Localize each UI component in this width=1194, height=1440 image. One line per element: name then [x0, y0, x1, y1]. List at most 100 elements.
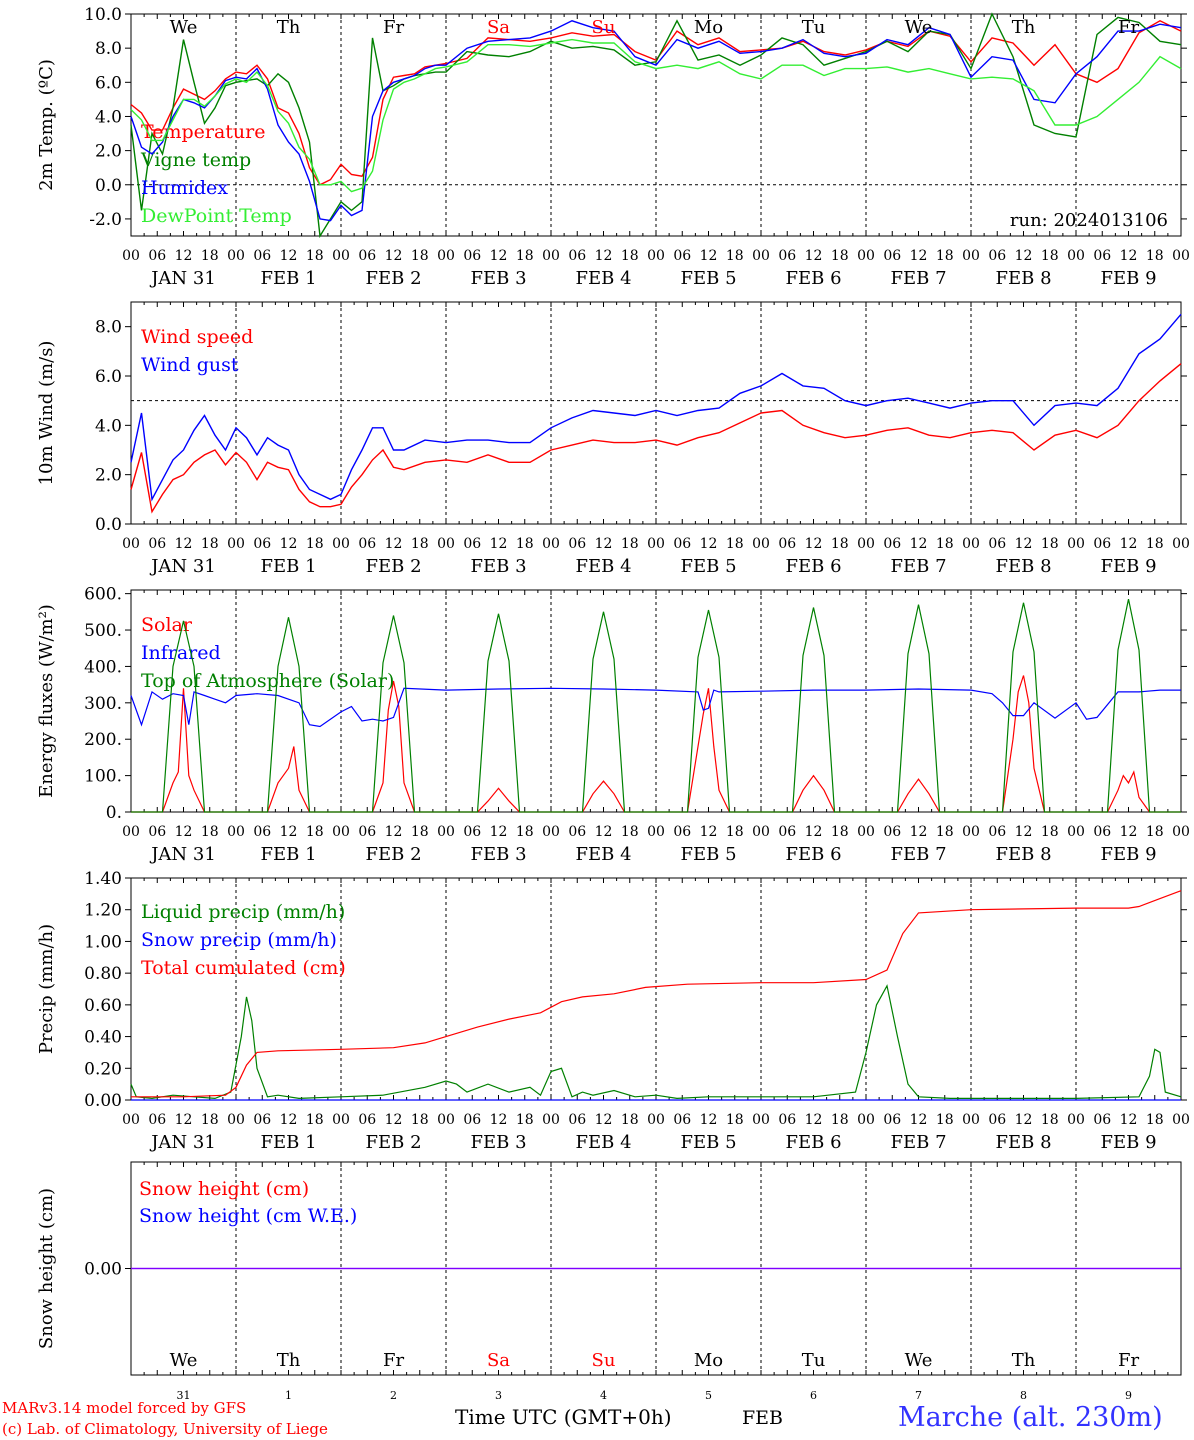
hour-tick-label: 18	[1041, 536, 1059, 552]
hour-tick-label: 12	[175, 248, 193, 264]
hour-tick-label: 06	[673, 248, 691, 264]
hour-tick-label: 12	[280, 824, 298, 840]
hour-tick-label: 18	[516, 248, 534, 264]
panel-2: 0.0 2.0 4.0 6.0 8.0 10m Wind (m/s) 00 06 12 18 JAN…	[36, 301, 1190, 577]
hour-tick-label: 18	[936, 248, 954, 264]
panels-group: -2.00.02.04.06.08.010.02m Temp. (ºC)00 06…	[36, 5, 1190, 1402]
hour-tick-label: 18	[936, 536, 954, 552]
weekday-label: We	[170, 1350, 198, 1371]
hour-tick-label: 18	[201, 824, 219, 840]
hour-tick-label: 06	[253, 248, 271, 264]
hour-tick-label: 00	[1172, 536, 1190, 552]
day-number-label: 1	[285, 1389, 292, 1402]
hour-tick-label: 12	[490, 536, 508, 552]
date-label: FEB 9	[1100, 1132, 1156, 1153]
hour-tick-label: 12	[385, 824, 403, 840]
hour-tick-label: 06	[463, 1112, 481, 1128]
hour-tick-label: 00	[962, 248, 980, 264]
hour-tick-label: 18	[1041, 248, 1059, 264]
y-axis-title: 10m Wind (m/s)	[36, 341, 57, 486]
hour-tick-label: 00	[227, 1112, 245, 1128]
date-label: FEB 4	[575, 844, 631, 865]
date-label: FEB 7	[890, 556, 946, 577]
series-line-1	[130, 363, 1182, 514]
hour-tick-label: 18	[201, 536, 219, 552]
series-line-1	[131, 675, 1181, 813]
series-line-2	[130, 313, 1182, 502]
date-label: JAN 31	[149, 1132, 216, 1153]
hour-tick-label: 12	[385, 1112, 403, 1128]
hour-tick-label: 06	[358, 1112, 376, 1128]
hour-tick-label: 18	[516, 1112, 534, 1128]
hour-tick-label: 18	[201, 248, 219, 264]
hour-tick-label: 06	[883, 248, 901, 264]
date-label: FEB 5	[680, 268, 736, 289]
day-number-label: 2	[390, 1389, 397, 1402]
hour-tick-label: 12	[175, 824, 193, 840]
date-label: FEB 7	[890, 1132, 946, 1153]
hour-tick-label: 06	[148, 248, 166, 264]
hour-tick-label: 12	[1015, 824, 1033, 840]
hour-tick-label: 12	[1120, 248, 1138, 264]
hour-tick-label: 12	[910, 248, 928, 264]
date-label: FEB 2	[365, 1132, 421, 1153]
hour-tick-label: 18	[1146, 1112, 1164, 1128]
legend-entry: Liquid precip (mm/h)	[141, 901, 345, 923]
day-number-label: 5	[705, 1389, 712, 1402]
weekday-label: Su	[592, 1350, 616, 1371]
credit-line-2: (c) Lab. of Climatology, University of L…	[2, 1420, 328, 1438]
hour-tick-label: 00	[227, 248, 245, 264]
y-axis-title: Energy fluxes (W/m²)	[36, 604, 57, 798]
date-label: FEB 9	[1100, 268, 1156, 289]
legend-entry: Total cumulated (cm)	[141, 957, 346, 979]
day-number-label: 3	[495, 1389, 502, 1402]
date-label: FEB 7	[890, 844, 946, 865]
hour-tick-label: 12	[175, 1112, 193, 1128]
y-tick-label: 1.20	[84, 901, 122, 921]
hour-tick-label: 06	[883, 1112, 901, 1128]
hour-tick-label: 06	[673, 824, 691, 840]
hour-tick-label: 12	[805, 536, 823, 552]
date-label: FEB 4	[575, 1132, 631, 1153]
day-number-label: 9	[1125, 1389, 1132, 1402]
y-tick-label: 1.00	[84, 932, 122, 952]
hour-tick-label: 00	[437, 1112, 455, 1128]
hour-tick-label: 18	[411, 824, 429, 840]
hour-tick-label: 06	[1093, 248, 1111, 264]
hour-tick-label: 00	[647, 824, 665, 840]
hour-tick-label: 18	[516, 536, 534, 552]
date-label: FEB 9	[1100, 844, 1156, 865]
hour-tick-label: 12	[805, 824, 823, 840]
hour-tick-label: 06	[463, 536, 481, 552]
series-line-4	[130, 38, 1182, 193]
hour-tick-label: 00	[542, 536, 560, 552]
hour-tick-label: 06	[988, 536, 1006, 552]
date-label: FEB 6	[785, 556, 841, 577]
hour-tick-label: 12	[595, 1112, 613, 1128]
date-label: FEB 4	[575, 556, 631, 577]
weekday-label: Th	[277, 1350, 301, 1371]
date-label: FEB 7	[890, 268, 946, 289]
date-label: FEB 2	[365, 844, 421, 865]
hour-tick-label: 00	[1172, 248, 1190, 264]
hour-tick-label: 18	[831, 1112, 849, 1128]
hour-tick-label: 00	[437, 536, 455, 552]
hour-tick-label: 12	[1015, 536, 1033, 552]
weekday-label: Th	[1012, 17, 1036, 38]
hour-tick-label: 12	[1015, 1112, 1033, 1128]
hour-tick-label: 18	[306, 824, 324, 840]
hour-tick-label: 00	[332, 824, 350, 840]
hour-tick-label: 18	[1146, 536, 1164, 552]
legend-entry: Snow height (cm W.E.)	[139, 1205, 357, 1227]
hour-tick-label: 12	[595, 824, 613, 840]
date-label: FEB 3	[470, 1132, 526, 1153]
hour-tick-label: 00	[122, 248, 140, 264]
date-label: FEB 8	[995, 1132, 1051, 1153]
hour-tick-label: 00	[752, 1112, 770, 1128]
weekday-label: Th	[277, 17, 301, 38]
legend-entry: Top of Atmosphere (Solar)	[141, 670, 394, 692]
y-tick-label: 6.0	[95, 367, 122, 387]
hour-tick-label: 18	[411, 536, 429, 552]
date-label: FEB 6	[785, 1132, 841, 1153]
hour-tick-label: 06	[148, 824, 166, 840]
